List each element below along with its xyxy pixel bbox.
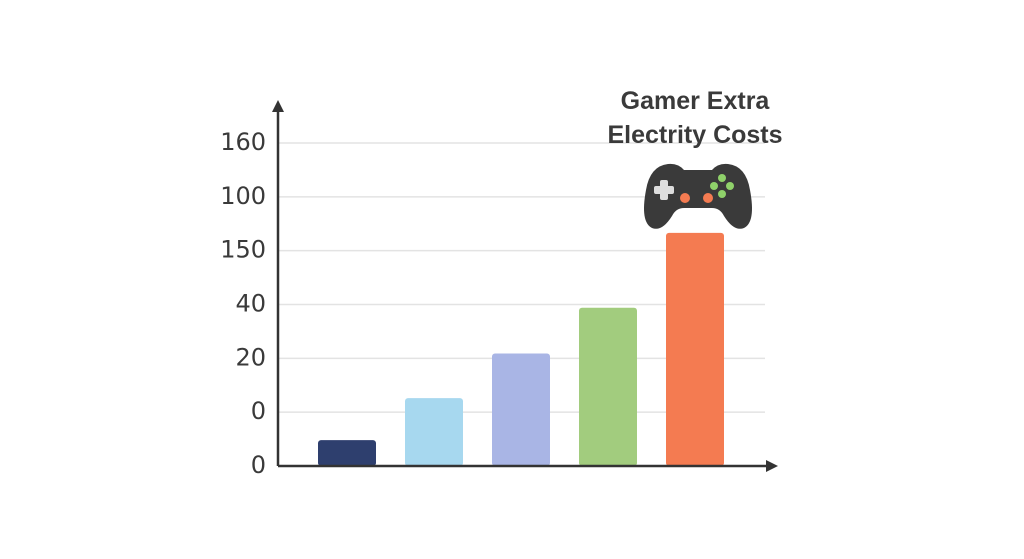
- bar: [492, 353, 550, 466]
- chart-title: Gamer Extra Electrity Costs: [607, 87, 783, 149]
- controller-icon: [644, 163, 752, 229]
- y-tick-label: 40: [235, 290, 266, 318]
- y-tick-label: 100: [220, 182, 266, 210]
- bar: [405, 398, 463, 466]
- bar: [318, 440, 376, 466]
- x-axis-arrow: [766, 460, 778, 472]
- y-tick-label: 0: [251, 397, 266, 425]
- y-tick-label: 160: [220, 128, 266, 156]
- y-tick-label: 0: [251, 451, 266, 479]
- bar: [666, 232, 724, 466]
- bars: [318, 232, 724, 466]
- y-tick-label: 150: [220, 236, 266, 264]
- y-axis-arrow: [272, 100, 284, 112]
- bar: [579, 307, 637, 466]
- y-tick-label: 20: [235, 343, 266, 371]
